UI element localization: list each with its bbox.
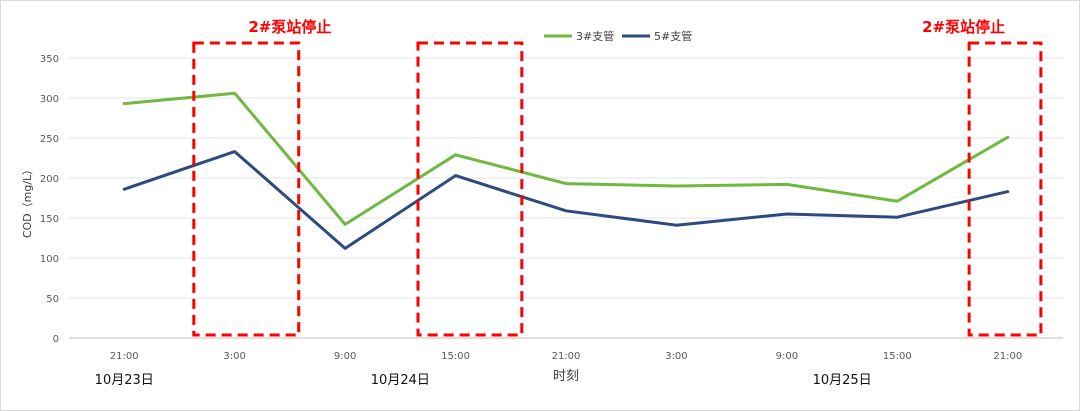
x-tick-label: 15:00 <box>883 351 912 362</box>
y-tick-label: 100 <box>40 254 59 265</box>
legend: 3#支管 5#支管 <box>544 29 692 43</box>
annotation-label: 2#泵站停止 <box>922 18 1005 36</box>
x-axis-title: 时刻 <box>553 369 579 384</box>
series-lines <box>122 91 1010 250</box>
annotation-box <box>192 41 301 337</box>
x-tick-label: 9:00 <box>334 351 356 362</box>
y-tick-label: 50 <box>46 294 59 305</box>
annotation-box <box>967 41 1043 337</box>
annotation-label: 2#泵站停止 <box>248 18 331 36</box>
date-label: 10月23日 <box>95 373 154 388</box>
y-tick-label: 350 <box>40 54 59 65</box>
x-tick-label: 3:00 <box>665 351 687 362</box>
y-tick-label: 0 <box>53 334 59 345</box>
x-tick-label: 3:00 <box>223 351 245 362</box>
legend-entry: 3#支管 <box>576 29 614 43</box>
x-tick-label: 21:00 <box>993 351 1022 362</box>
x-tick-label: 21:00 <box>110 351 139 362</box>
date-labels: 10月23日 10月24日 10月25日 <box>95 373 872 388</box>
x-tick-label: 9:00 <box>776 351 798 362</box>
y-tick-label: 150 <box>40 214 59 225</box>
annotation-labels: 2#泵站停止 2#泵站停止 <box>248 18 1005 36</box>
annotation-boxes <box>192 41 1043 337</box>
annotation-box <box>416 41 524 337</box>
gridlines <box>69 57 1063 339</box>
x-axis-ticks: 21:00 3:00 9:00 15:00 21:00 3:00 9:00 15:00 21:0… <box>110 351 1022 362</box>
date-label: 10月25日 <box>813 373 872 388</box>
date-label: 10月24日 <box>371 373 430 388</box>
y-axis-ticks: 0 50 100 150 200 250 300 350 <box>40 54 59 345</box>
x-tick-label: 15:00 <box>441 351 470 362</box>
series-line <box>122 91 1010 226</box>
y-tick-label: 300 <box>40 94 59 105</box>
y-axis-title: COD（mg/L） <box>21 164 34 238</box>
series-line <box>122 150 1010 250</box>
legend-entry: 5#支管 <box>654 29 692 43</box>
x-tick-label: 21:00 <box>552 351 581 362</box>
y-tick-label: 200 <box>40 174 59 185</box>
y-tick-label: 250 <box>40 134 59 145</box>
